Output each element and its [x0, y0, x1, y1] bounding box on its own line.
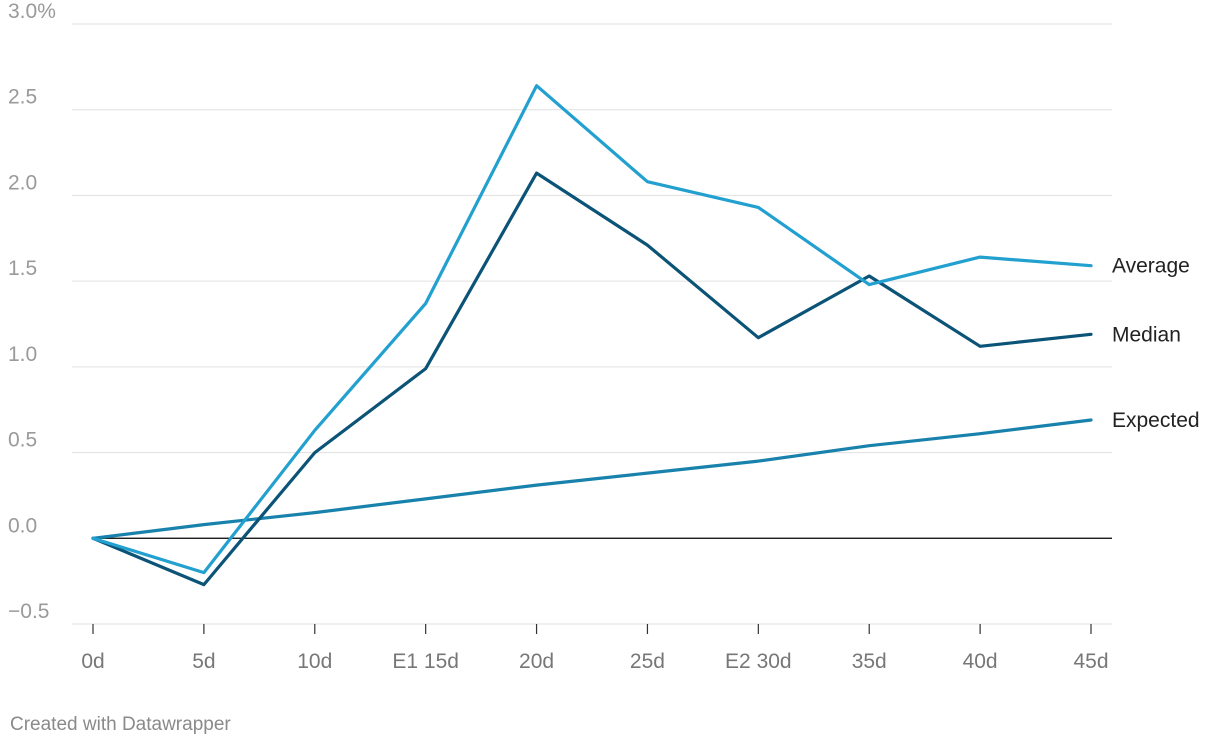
x-tick-label: 0d — [81, 650, 104, 673]
x-tick-label: 20d — [519, 650, 554, 673]
series-labels: Average Median Expected — [1112, 255, 1200, 432]
series-label-median: Median — [1112, 323, 1181, 346]
y-tick-label: 0.0 — [8, 514, 37, 537]
datawrapper-credit: Created with Datawrapper — [10, 714, 231, 735]
y-tick-label: 1.5 — [8, 257, 37, 280]
x-axis: 0d 5d 10d E1 15d 20d 25d E2 30d 35d 40d 45d — [81, 624, 1109, 673]
x-tick-label: E1 15d — [392, 650, 459, 673]
series-line-median — [91, 171, 1093, 587]
x-tick-label: 5d — [192, 650, 215, 673]
y-tick-label: 2.0 — [8, 171, 37, 194]
y-tick-label: 2.5 — [8, 86, 37, 109]
x-tick-label: 10d — [297, 650, 332, 673]
y-tick-label: 1.0 — [8, 343, 37, 366]
series-label-average: Average — [1112, 255, 1190, 278]
x-tick-label: 35d — [852, 650, 887, 673]
series-label-expected: Expected — [1112, 409, 1200, 432]
y-axis-labels: −0.5 0.0 0.5 1.0 1.5 2.0 2.5 3.0% — [8, 0, 56, 623]
x-tick-label: 25d — [630, 650, 665, 673]
y-tick-label: −0.5 — [8, 600, 49, 623]
gridlines — [72, 23, 1112, 625]
x-tick-label: E2 30d — [725, 650, 792, 673]
x-tick-label: 45d — [1073, 650, 1108, 673]
y-tick-label: 0.5 — [8, 429, 37, 452]
series-line-average — [91, 84, 1093, 575]
y-tick-label: 3.0% — [8, 0, 56, 23]
series-lines — [91, 84, 1093, 587]
x-tick-label: 40d — [963, 650, 998, 673]
